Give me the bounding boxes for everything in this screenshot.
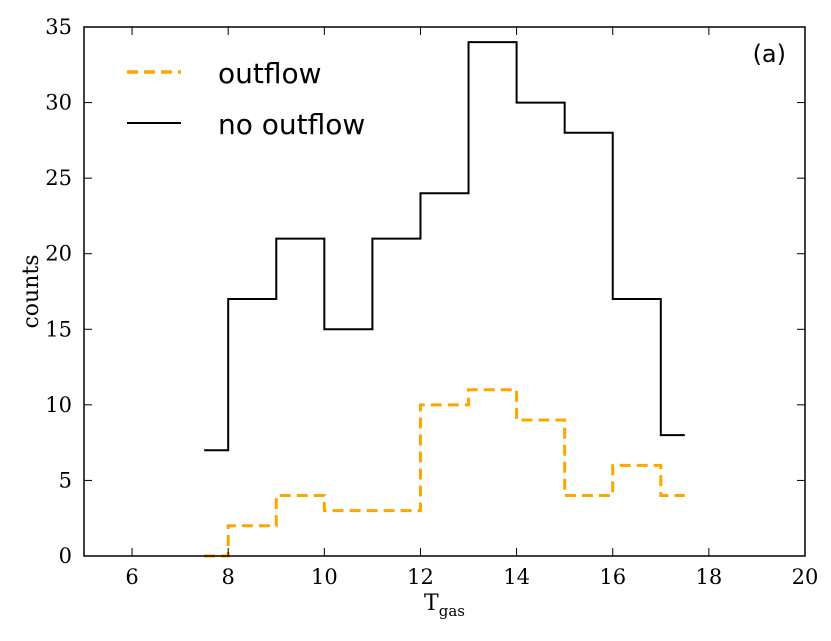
- series-layer: [204, 41, 685, 558]
- y-tick-label: 20: [45, 242, 72, 266]
- x-tick-label: 14: [503, 565, 530, 589]
- y-tick-label: 5: [59, 468, 72, 492]
- x-axis-label-main: T: [424, 591, 439, 616]
- series-line-no-outflow: [204, 41, 685, 452]
- y-axis-label: counts: [19, 254, 44, 328]
- panel-label: (a): [753, 40, 786, 68]
- x-tick-label: 10: [311, 565, 338, 589]
- x-axis-label-subscript: gas: [439, 602, 465, 620]
- y-tick-label: 25: [45, 166, 72, 190]
- x-tick-label: 8: [222, 565, 235, 589]
- x-tick-label: 16: [599, 565, 626, 589]
- legend-label-outflow: outflow: [218, 57, 322, 90]
- x-tick-label: 18: [695, 565, 722, 589]
- x-tick-label: 6: [125, 565, 138, 589]
- y-tick-label: 0: [59, 544, 72, 568]
- series-line-outflow: [204, 388, 685, 558]
- plot-frame: [83, 26, 806, 557]
- y-tick-label: 15: [45, 317, 72, 341]
- x-tick-label: 12: [407, 565, 434, 589]
- legend-label-no-outflow: no outflow: [218, 108, 365, 141]
- y-tick-label: 35: [45, 15, 72, 39]
- x-tick-label: 20: [792, 565, 819, 589]
- tick-layer: 6 8 10 12 14 16 18 20 0 5 10 15 20 25 30 35: [45, 15, 818, 589]
- y-tick-label: 10: [45, 393, 72, 417]
- legend: outflow no outflow: [127, 57, 365, 141]
- x-axis-label: Tgas: [424, 591, 465, 620]
- y-tick-label: 30: [45, 91, 72, 115]
